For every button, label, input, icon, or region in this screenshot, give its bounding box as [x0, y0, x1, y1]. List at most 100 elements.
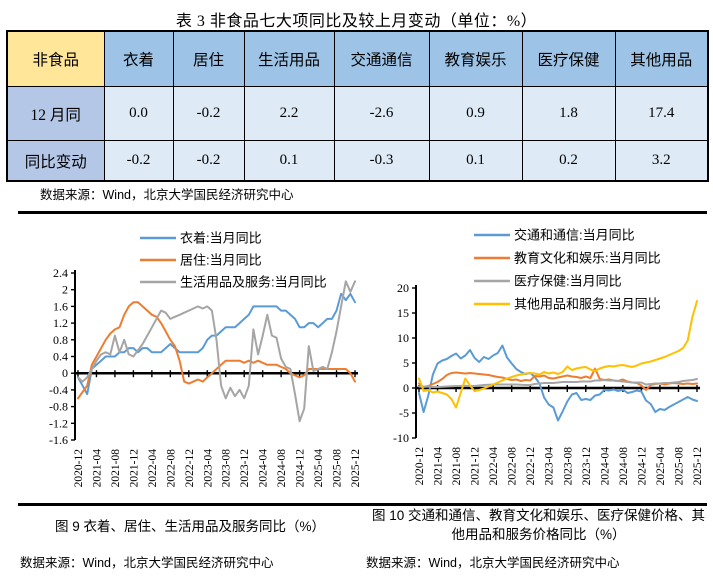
table-source-note: 数据来源：Wind，北京大学国民经济研究中心	[40, 188, 294, 202]
table-cell: -0.2	[172, 140, 245, 182]
y-tick-label: -0.8	[49, 400, 68, 414]
legend-label: 教育文化和娱乐:当月同比	[514, 251, 661, 266]
legend-label: 衣着:当月同比	[180, 231, 262, 246]
figure9-line-chart: -1.6 -1.2 -0.8 -0.4 0 0.4 0.8 1.2 1.6 2 2.4 2020-12…	[49, 231, 362, 488]
y-tick-label: -1.6	[49, 433, 68, 447]
series-line-0	[418, 344, 698, 422]
y-tick-label: 5	[403, 356, 409, 370]
x-tick-label: 2023-04	[544, 447, 556, 486]
y-tick-label: -10	[393, 431, 409, 445]
x-tick-label: 2024-04	[258, 449, 270, 488]
y-tick-label: -1.2	[49, 416, 68, 430]
y-tick-label: -0.4	[49, 383, 68, 397]
table-cell: 0.2	[521, 140, 616, 182]
legend-label: 其他用品和服务:当月同比	[514, 297, 661, 312]
y-tick-label: 2.4	[53, 266, 68, 280]
y-axis	[412, 285, 417, 439]
table-cell: 1.8	[521, 86, 616, 141]
table-cell: -2.6	[333, 86, 430, 141]
table-header-cell: 教育娱乐	[428, 30, 523, 87]
title-suffix: 上月变动（单位：%）	[374, 13, 538, 30]
table-header-cell: 居住	[172, 30, 245, 87]
table-header-cell: 生活用品	[243, 30, 335, 87]
y-tick-label: 2	[62, 283, 68, 297]
x-tick-label: 2020-12	[73, 449, 85, 488]
x-tick-label: 2022-08	[507, 447, 519, 486]
y-tick-label: 10	[397, 331, 409, 345]
non-food-table: 非食品 衣着 居住 生活用品 交通通信 教育娱乐 医疗保健 其他用品 12 月同…	[6, 30, 709, 182]
table-row-label: 12 月同	[6, 86, 105, 141]
x-tick-label: 2024-12	[636, 447, 648, 486]
series-line-2	[77, 280, 356, 423]
x-axis	[75, 370, 358, 378]
table-cell: 0.1	[428, 140, 523, 182]
table-header-cell: 交通通信	[333, 30, 430, 87]
table-cell: -0.2	[172, 86, 245, 141]
x-tick-label: 2023-12	[239, 449, 251, 488]
x-tick-label: 2025-08	[332, 449, 344, 488]
y-tick-label: 1.2	[53, 316, 68, 330]
table-cell: 0.1	[243, 140, 335, 182]
table-cell: 17.4	[614, 86, 709, 141]
x-tick-label: 2023-04	[202, 449, 214, 488]
table-cell: 0.9	[428, 86, 523, 141]
x-tick-label: 2022-12	[525, 447, 537, 486]
table-row: 同比变动 -0.2 -0.2 0.1 -0.3 0.1 0.2 3.2	[6, 140, 709, 182]
table-header-cell: 医疗保健	[521, 30, 616, 87]
x-tick-label: 2023-08	[221, 449, 233, 488]
x-tick-label: 2024-04	[599, 447, 611, 486]
table-cell: 2.2	[243, 86, 335, 141]
x-tick-label: 2021-12	[470, 447, 482, 486]
x-tick-label: 2021-08	[110, 449, 122, 488]
title-prefix: 表 3 非食品七大项同	[175, 13, 326, 30]
figure10-source-note: 数据来源：Wind，北京大学国民经济研究中心	[366, 556, 620, 570]
x-tick-label: 2022-12	[184, 449, 196, 488]
x-tick-label: 2024-08	[276, 449, 288, 488]
table-header-cell: 衣着	[103, 30, 174, 87]
x-tick-label: 2022-04	[488, 447, 500, 486]
y-tick-label: 15	[397, 306, 409, 320]
x-tick-label: 2022-04	[147, 449, 159, 488]
legend-label: 生活用品及服务:当月同比	[180, 275, 327, 290]
y-tick-label: 0.4	[53, 350, 68, 364]
table-cell: -0.3	[333, 140, 430, 182]
series-line-3	[418, 300, 698, 409]
divider-top	[18, 211, 707, 214]
table-corner-cell: 非食品	[6, 30, 105, 87]
x-tick-label: 2021-04	[433, 447, 445, 486]
y-tick-label: 0.8	[53, 333, 68, 347]
y-tick-label: 1.6	[53, 299, 68, 313]
table-row: 12 月同 0.0 -0.2 2.2 -2.6 0.9 1.8 17.4	[6, 86, 709, 141]
x-tick-label: 2023-12	[581, 447, 593, 486]
x-tick-label: 2025-04	[313, 449, 325, 488]
table-header-row: 非食品 衣着 居住 生活用品 交通通信 教育娱乐 医疗保健 其他用品	[6, 30, 709, 87]
legend-label: 医疗保健:当月同比	[514, 274, 622, 289]
x-tick-label: 2022-08	[165, 449, 177, 488]
x-tick-label: 2021-12	[128, 449, 140, 488]
figure10-line-chart: -10 -5 0 5 10 15 20 2020-12 2021-04 2021-08 2021-1…	[393, 228, 704, 486]
x-tick-label: 2024-08	[618, 447, 630, 486]
figure9-caption: 图 9 衣着、居住、生活用品及服务同比（%）	[54, 519, 325, 534]
x-tick-label: 2025-08	[673, 447, 685, 486]
title-underlined-text: 比及较	[325, 13, 375, 33]
table-cell: -0.2	[103, 140, 174, 182]
x-tick-label: 2020-12	[414, 447, 426, 486]
y-axis	[71, 270, 76, 441]
table-cell: 0.0	[103, 86, 174, 141]
x-tick-label: 2021-08	[451, 447, 463, 486]
x-tick-label: 2025-04	[655, 447, 667, 486]
figure9-source-note: 数据来源：Wind，北京大学国民经济研究中心	[20, 556, 274, 570]
y-tick-label: 0	[403, 381, 409, 395]
divider-bottom	[18, 503, 707, 506]
figure10-caption: 图 10 交通和通信、教育文化和娱乐、医疗保健价格、其他用品和服务价格同比（%）	[371, 508, 706, 542]
x-tick-label: 2024-12	[295, 449, 307, 488]
x-tick-label: 2025-12	[692, 447, 704, 486]
table-row-label: 同比变动	[6, 140, 105, 182]
series-line-1	[77, 301, 356, 400]
legend-label: 交通和通信:当月同比	[514, 228, 635, 243]
x-tick-label: 2025-12	[350, 449, 362, 488]
page-title: 表 3 非食品七大项同比及较上月变动（单位：%）	[0, 7, 713, 33]
x-tick-label: 2021-04	[91, 449, 103, 488]
table-header-cell: 其他用品	[614, 30, 709, 87]
